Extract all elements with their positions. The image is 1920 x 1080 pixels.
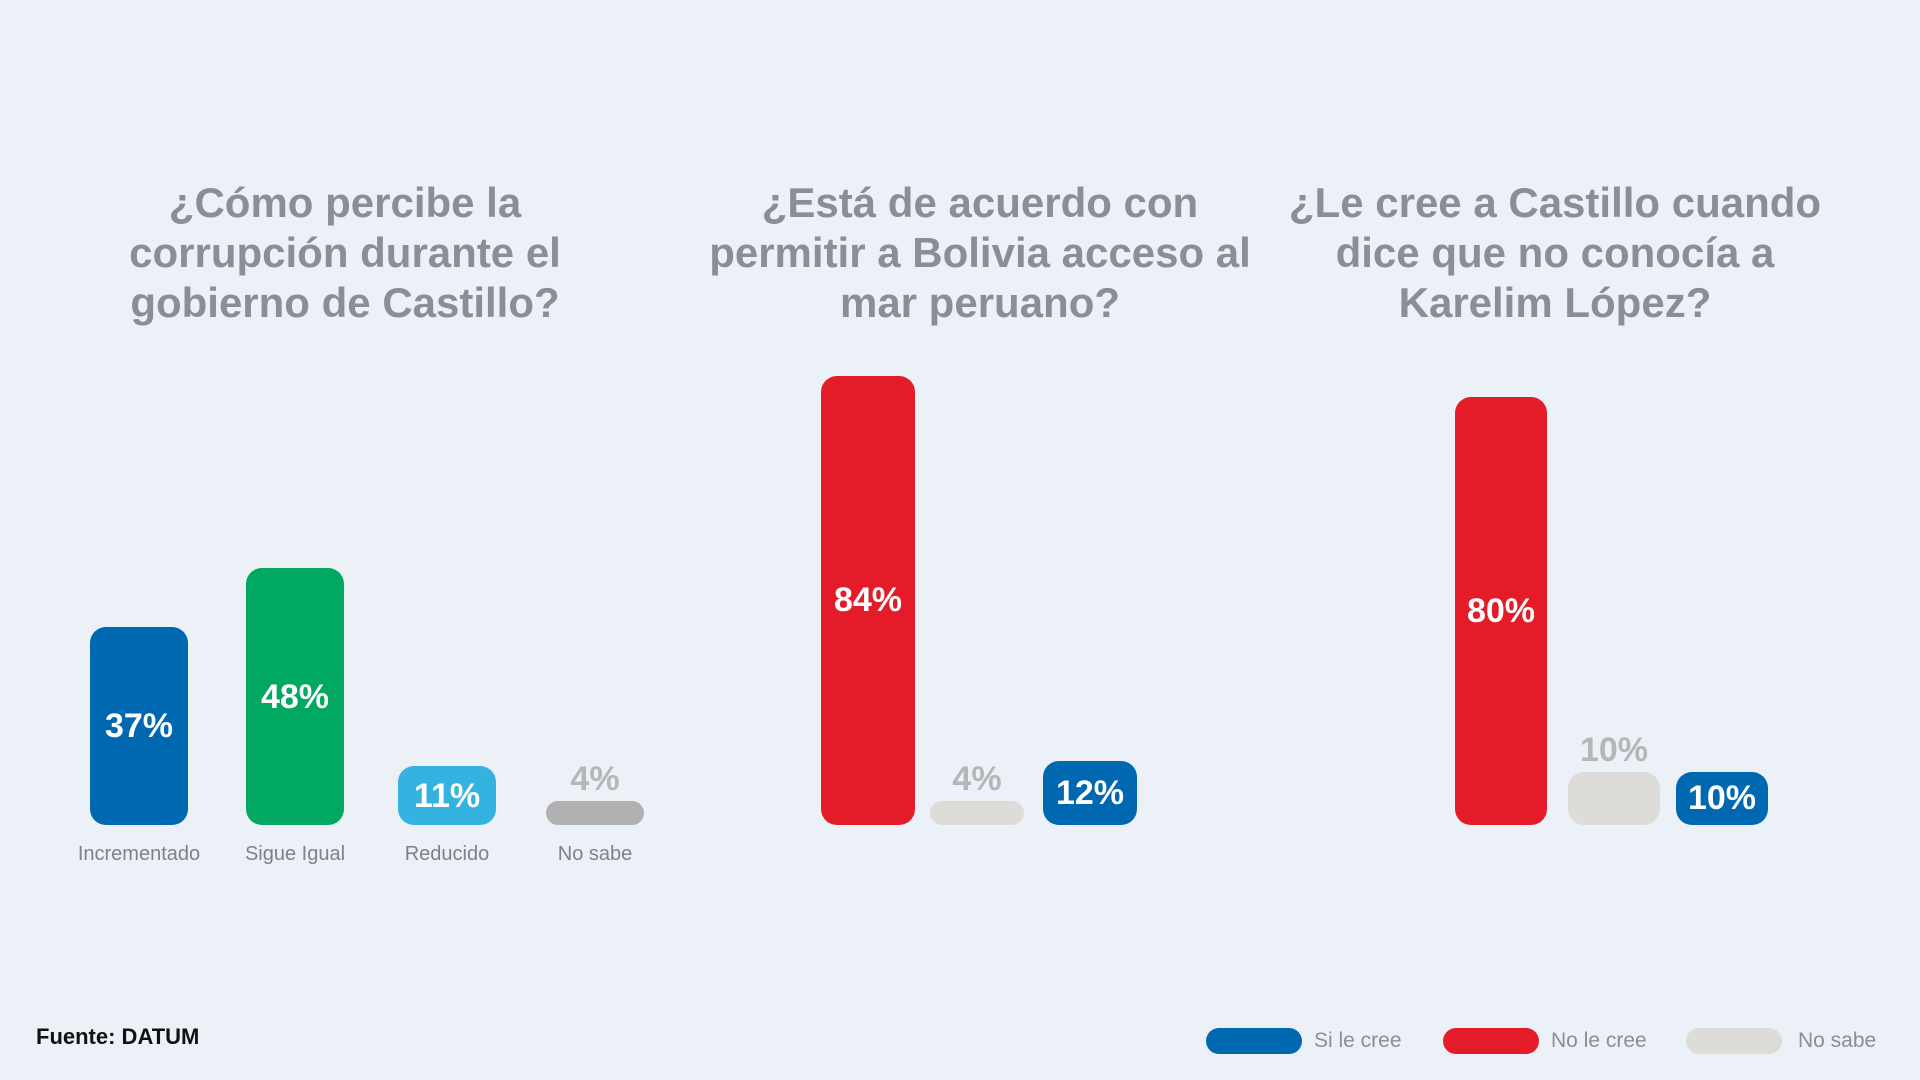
- legend-swatch: [1443, 1028, 1539, 1054]
- bar-no-sabe: [546, 801, 644, 825]
- bar-si-le-cree: [1043, 760, 1137, 825]
- category-label: Reducido: [404, 843, 490, 865]
- category-label: No sabe: [557, 843, 633, 865]
- bar-no-sabe: [930, 801, 1024, 825]
- legend-item-si-le-cree: Si le cree: [1206, 1026, 1426, 1054]
- legend-swatch: [1206, 1028, 1302, 1054]
- bar-value-label: 84%: [833, 581, 903, 620]
- bar-value-label: 11%: [413, 776, 481, 815]
- category-label: Sigue Igual: [244, 843, 346, 865]
- legend-label: No le cree: [1551, 1029, 1647, 1052]
- legend-item-no-le-cree: No le cree: [1443, 1026, 1663, 1054]
- chart-title: ¿Cómo percibe la corrupción durante el g…: [129, 179, 561, 326]
- legend-swatch: [1686, 1028, 1782, 1054]
- bar-value-label: 12%: [1055, 773, 1125, 812]
- legend-label: Si le cree: [1314, 1029, 1402, 1052]
- legend-label: No sabe: [1798, 1029, 1877, 1052]
- chart-title: ¿Le cree a Castillo cuando dice que no c…: [1288, 179, 1822, 326]
- bar-value-label: 4%: [952, 760, 1002, 798]
- legend: Si le cree No le cree No sabe: [1206, 1026, 1896, 1054]
- bar-value-label: 37%: [104, 707, 174, 746]
- bar-incrementado: [90, 627, 188, 825]
- bar-value-label: 80%: [1466, 592, 1536, 630]
- source-note: Fuente: DATUM: [36, 1024, 200, 1049]
- bar-si-le-cree: [1676, 771, 1768, 825]
- chart-title: ¿Está de acuerdo con permitir a Bolivia …: [709, 179, 1251, 326]
- category-label: Incrementado: [77, 843, 201, 865]
- chart-panel-karelim: ¿Le cree a Castillo cuando dice que no c…: [1270, 0, 1840, 1080]
- chart-panel-bolivia: ¿Está de acuerdo con permitir a Bolivia …: [700, 0, 1260, 1080]
- bar-sigue-igual: [246, 568, 344, 825]
- bar-value-label: 10%: [1687, 779, 1757, 818]
- legend-item-no-sabe: No sabe: [1686, 1026, 1906, 1054]
- chart-panel-corrupcion: ¿Cómo percibe la corrupción durante el g…: [78, 0, 644, 1080]
- bar-no-le-cree: [1455, 397, 1547, 825]
- bar-reducido: [398, 766, 496, 825]
- bar-value-label: 10%: [1579, 730, 1649, 769]
- bar-no-sabe: [1568, 771, 1660, 825]
- bar-value-label: 4%: [570, 760, 620, 798]
- bar-no-le-cree: [821, 375, 915, 825]
- bar-value-label: 48%: [260, 677, 330, 716]
